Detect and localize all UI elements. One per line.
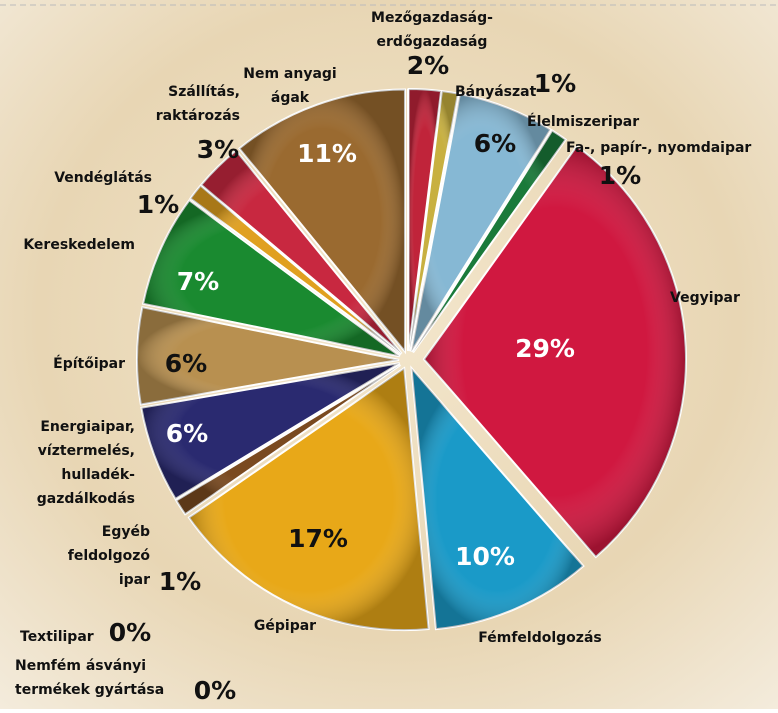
value-label: 6% [474,129,516,158]
value-label: 1% [137,190,179,219]
category-label: Kereskedelem [23,237,135,253]
value-label: 29% [515,334,575,363]
category-label: Fa-, papír-, nyomdaipar [566,140,751,156]
category-label: Fémfeldolgozás [478,630,601,646]
value-label: 3% [197,135,239,164]
value-label: 1% [534,69,576,98]
value-label: 6% [166,419,208,448]
chart: Mezőgazdaság-erdőgazdaság2%Bányászat1%Él… [0,0,778,709]
category-label: Gépipar [254,618,316,634]
value-label: 7% [177,267,219,296]
value-label: 1% [599,161,641,190]
value-label: 11% [297,139,357,168]
category-label: Élelmiszeripar [527,113,639,130]
category-label: Bányászat [455,84,537,100]
category-label: Vegyipar [670,290,740,306]
value-label: 0% [109,618,151,647]
value-label: 6% [165,349,207,378]
category-label: Vendéglátás [54,170,152,186]
value-label: 2% [407,51,449,80]
value-label: 10% [455,542,515,571]
value-label: 1% [159,567,201,596]
category-label: Építőipar [53,355,125,372]
value-label: 0% [194,676,236,705]
value-label: 17% [288,524,348,553]
category-label: Textilipar [20,629,94,645]
